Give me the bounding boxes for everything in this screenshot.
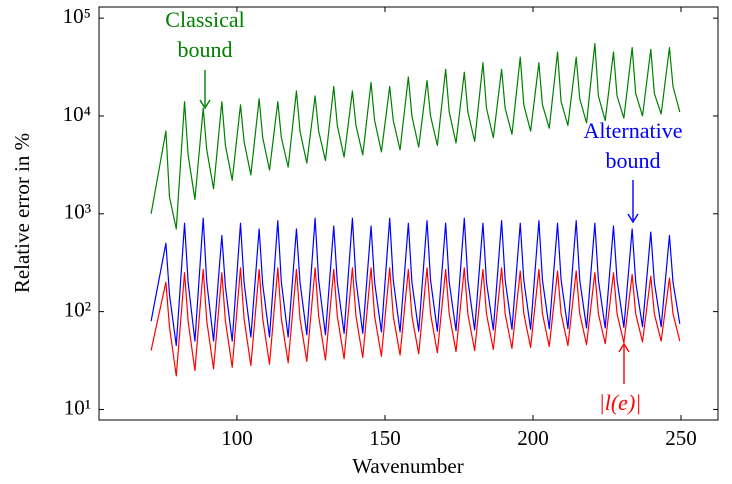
series-line	[150, 267, 681, 377]
annotation: bound	[606, 148, 661, 173]
x-tick-label: 150	[369, 426, 401, 450]
arrow-head	[618, 342, 630, 353]
arrow-head	[199, 99, 211, 110]
y-tick-label: 10¹	[64, 395, 91, 419]
annotation: |l(e)|	[599, 390, 642, 415]
y-tick-label: 10²	[64, 297, 91, 321]
arrows	[199, 70, 639, 384]
series-line	[150, 42, 681, 230]
y-tick-label: 10³	[64, 200, 91, 224]
x-tick-label: 100	[221, 426, 253, 450]
arrow-head	[627, 213, 639, 224]
annotation: bound	[178, 37, 233, 62]
y-axis-label: Relative error in %	[10, 133, 34, 293]
x-tick-label: 200	[517, 426, 549, 450]
annotation: Classical	[165, 7, 244, 32]
y-tick-label: 10⁵	[63, 4, 91, 28]
x-axis-label: Wavenumber	[352, 454, 463, 478]
annotation: Alternative	[584, 118, 683, 143]
plot-frame	[98, 6, 719, 421]
y-tick-label: 10⁴	[63, 102, 91, 126]
series-line	[150, 217, 681, 347]
x-tick-label: 250	[665, 426, 697, 450]
